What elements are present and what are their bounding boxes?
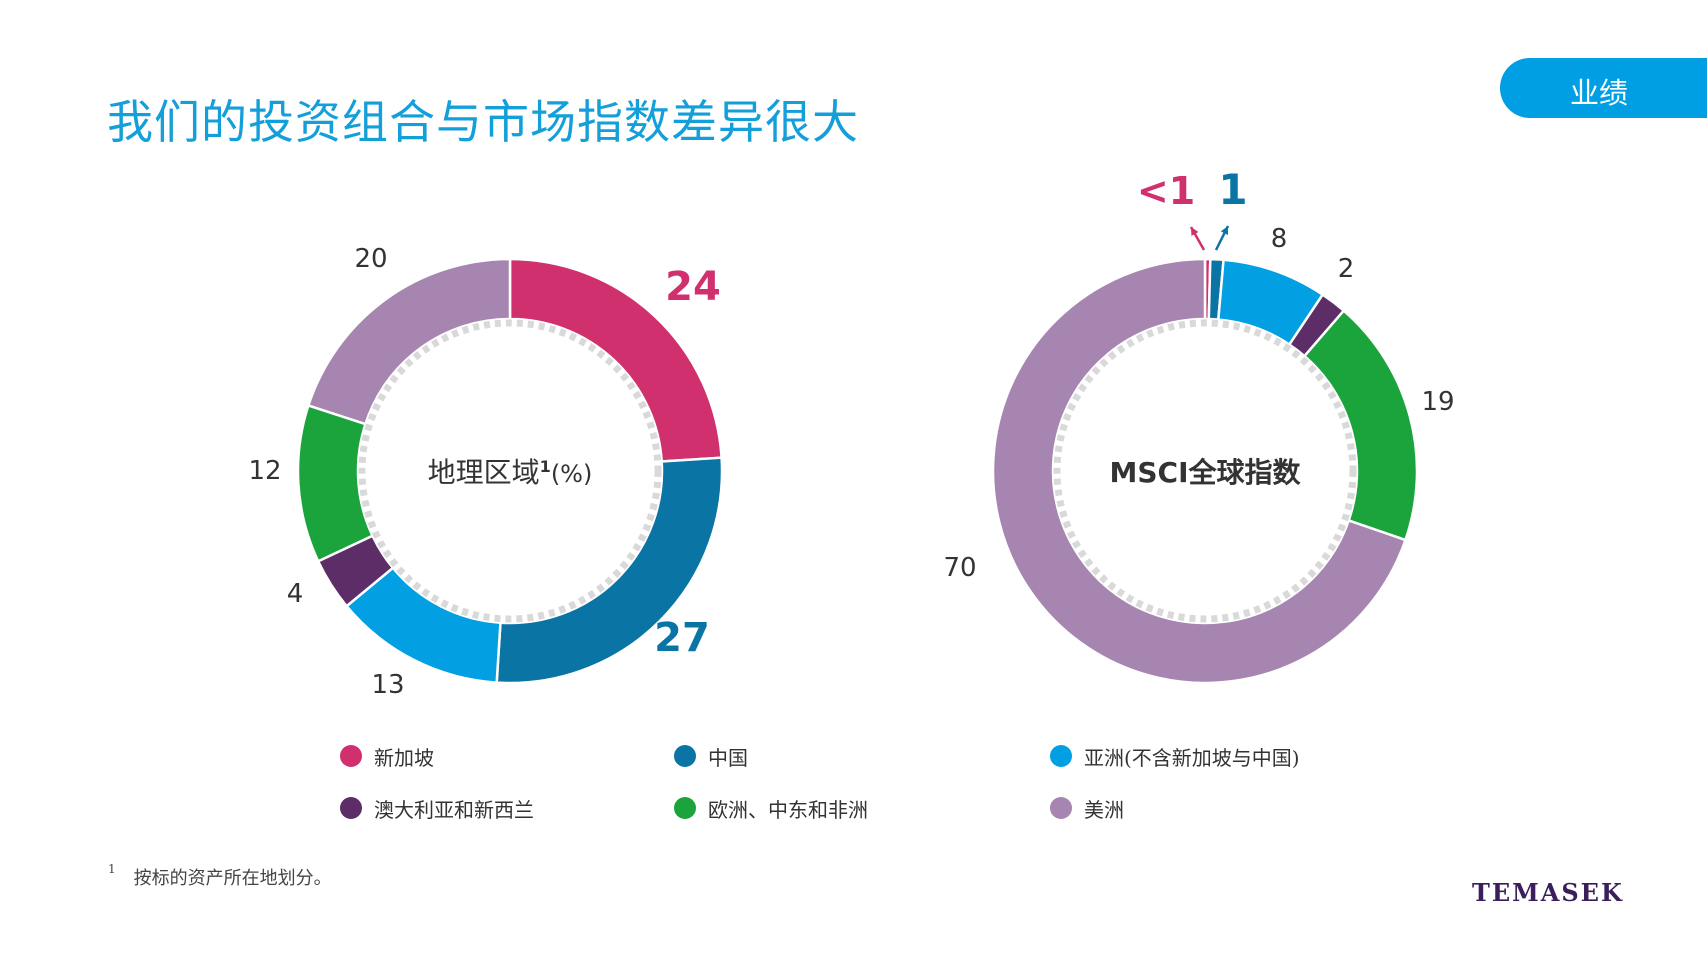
- slice-label-1-3: 2: [1338, 254, 1355, 284]
- slice-label-0-1: 27: [654, 615, 710, 661]
- donut-slice-1-5: [991, 257, 1408, 685]
- callout-arrowhead-1: [1220, 226, 1228, 235]
- callout-arrowhead-0: [1191, 227, 1199, 236]
- legend-label: 中国: [708, 745, 748, 770]
- legend-item: 欧洲、中东和非洲: [674, 793, 868, 823]
- slice-label-1-0: <1: [1137, 169, 1195, 213]
- legend-label: 亚洲(不含新加坡与中国): [1084, 745, 1300, 770]
- donut-center-label-0: 地理区域1(%): [428, 456, 593, 489]
- temasek-logo: TEMASEK: [1472, 878, 1624, 907]
- donut-slice-0-5: [306, 257, 512, 426]
- legend-swatch: [1050, 797, 1072, 819]
- slice-label-1-1: 1: [1218, 165, 1247, 214]
- slice-label-1-4: 19: [1421, 387, 1454, 417]
- slice-label-0-4: 12: [248, 456, 281, 486]
- legend-label: 澳大利亚和新西兰: [374, 797, 534, 822]
- legend-label: 欧洲、中东和非洲: [708, 797, 868, 822]
- legend-swatch: [340, 797, 362, 819]
- legend-swatch: [674, 745, 696, 767]
- slice-label-0-2: 13: [371, 670, 404, 700]
- donut-inner-ring-1: [1053, 319, 1357, 623]
- section-tab-label: 业绩: [1570, 76, 1629, 110]
- slice-label-1-5: 70: [943, 553, 976, 583]
- legend-item: 亚洲(不含新加坡与中国): [1050, 741, 1300, 771]
- legend-swatch: [340, 745, 362, 767]
- legend-swatch: [1050, 745, 1072, 767]
- legend-item: 澳大利亚和新西兰: [340, 793, 534, 823]
- slice-label-0-0: 24: [665, 264, 721, 310]
- legend-swatch: [674, 797, 696, 819]
- slice-label-0-5: 20: [354, 244, 387, 274]
- donut-center-label-1: MSCI全球指数: [1110, 456, 1302, 489]
- slice-label-0-3: 4: [287, 579, 304, 609]
- page-title: 我们的投资组合与市场指数差异很大: [107, 95, 859, 149]
- legend-item: 中国: [674, 741, 748, 771]
- donut-slice-1-4: [1302, 308, 1419, 542]
- legend-item: 新加坡: [340, 741, 434, 771]
- donut-inner-ring-0: [358, 319, 662, 623]
- section-tab[interactable]: 业绩: [1500, 58, 1707, 118]
- legend-label: 新加坡: [374, 745, 434, 770]
- footnote-marker: 1: [108, 862, 116, 876]
- legend-label: 美洲: [1084, 797, 1124, 822]
- footnote: 1 按标的资产所在地划分。: [108, 862, 332, 890]
- footnote-text: 按标的资产所在地划分。: [133, 868, 332, 889]
- slice-label-1-2: 8: [1271, 224, 1288, 254]
- legend-item: 美洲: [1050, 793, 1124, 823]
